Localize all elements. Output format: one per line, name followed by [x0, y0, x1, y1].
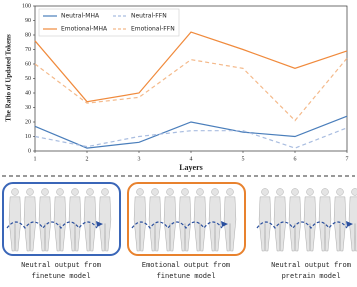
human-head — [181, 188, 189, 196]
panel-caption: Emotional output from — [142, 262, 230, 270]
human-head — [86, 188, 94, 196]
human-head — [151, 188, 159, 196]
legend-label: Neutral-FFN — [131, 13, 167, 20]
x-tick-label: 3 — [138, 156, 141, 162]
motion-trajectory — [6, 221, 98, 229]
human-body — [23, 196, 37, 252]
x-tick-label: 2 — [86, 156, 89, 162]
human-head — [11, 188, 19, 196]
human-head — [56, 188, 64, 196]
human-head — [211, 188, 219, 196]
x-tick-label: 6 — [294, 156, 297, 162]
human-head — [101, 188, 109, 196]
human-body — [178, 196, 192, 252]
human-body — [258, 196, 272, 252]
y-tick-label: 20 — [25, 119, 31, 125]
motion-trajectory — [131, 221, 223, 229]
human-body — [318, 196, 332, 252]
panel-border — [127, 182, 246, 256]
human-body — [148, 196, 162, 252]
human-body — [303, 196, 317, 252]
y-tick-label: 80 — [25, 32, 31, 38]
human-body — [348, 196, 357, 252]
x-axis-label: Layers — [179, 163, 203, 172]
human-body — [163, 196, 177, 252]
human-body — [208, 196, 222, 252]
series-line — [34, 115, 348, 149]
human-head — [196, 188, 204, 196]
trajectory-arrow — [96, 221, 103, 227]
human-body — [193, 196, 207, 252]
panel — [256, 188, 357, 252]
y-tick-label: 10 — [25, 134, 31, 140]
trajectory-arrow — [346, 221, 353, 227]
human-body — [288, 196, 302, 252]
human-body — [133, 196, 147, 252]
panel-caption: Neutral output from — [21, 262, 101, 270]
y-tick-label: 90 — [25, 18, 31, 24]
x-tick-label: 4 — [190, 156, 193, 162]
y-axis-label: The Ratio of Updated Tokens — [5, 34, 13, 122]
human-head — [261, 188, 269, 196]
legend-label: Emotional-MHA — [61, 26, 108, 33]
motion-trajectory — [256, 221, 348, 229]
panel-caption: finetune model — [32, 273, 91, 281]
y-tick-label: 50 — [25, 76, 31, 82]
y-tick-label: 0 — [28, 148, 31, 154]
human-head — [291, 188, 299, 196]
trajectory-arrow — [221, 221, 228, 227]
panel-caption: finetune model — [157, 273, 216, 281]
series-line — [34, 31, 348, 103]
legend-box — [38, 8, 180, 37]
y-tick-label: 60 — [25, 61, 31, 67]
x-tick-label: 1 — [34, 156, 37, 162]
human-head — [336, 188, 344, 196]
panel-border — [2, 182, 121, 256]
human-head — [26, 188, 34, 196]
human-body — [38, 196, 52, 252]
human-head — [71, 188, 79, 196]
legend-label: Neutral-MHA — [61, 13, 100, 20]
series-line — [34, 127, 348, 149]
x-tick-label: 7 — [346, 156, 349, 162]
human-body — [273, 196, 287, 252]
legend-label: Emotional-FFN — [131, 26, 175, 33]
y-tick-label: 100 — [22, 3, 31, 9]
human-head — [321, 188, 329, 196]
human-head — [276, 188, 284, 196]
y-tick-label: 40 — [25, 90, 31, 96]
y-tick-label: 30 — [25, 105, 31, 111]
panel-caption: pretrain model — [282, 273, 341, 281]
y-tick-label: 70 — [25, 47, 31, 53]
human-head — [41, 188, 49, 196]
panel — [131, 188, 237, 252]
human-body — [68, 196, 82, 252]
human-head — [351, 188, 357, 196]
panel — [6, 188, 112, 252]
human-head — [166, 188, 174, 196]
human-body — [98, 196, 112, 252]
human-head — [306, 188, 314, 196]
human-body — [83, 196, 97, 252]
panel-caption: Neutral output from — [271, 262, 351, 270]
human-body — [8, 196, 22, 252]
human-body — [223, 196, 237, 252]
human-body — [333, 196, 347, 252]
human-body — [53, 196, 67, 252]
human-head — [136, 188, 144, 196]
human-head — [226, 188, 234, 196]
x-tick-label: 5 — [242, 156, 245, 162]
series-line — [34, 57, 348, 122]
